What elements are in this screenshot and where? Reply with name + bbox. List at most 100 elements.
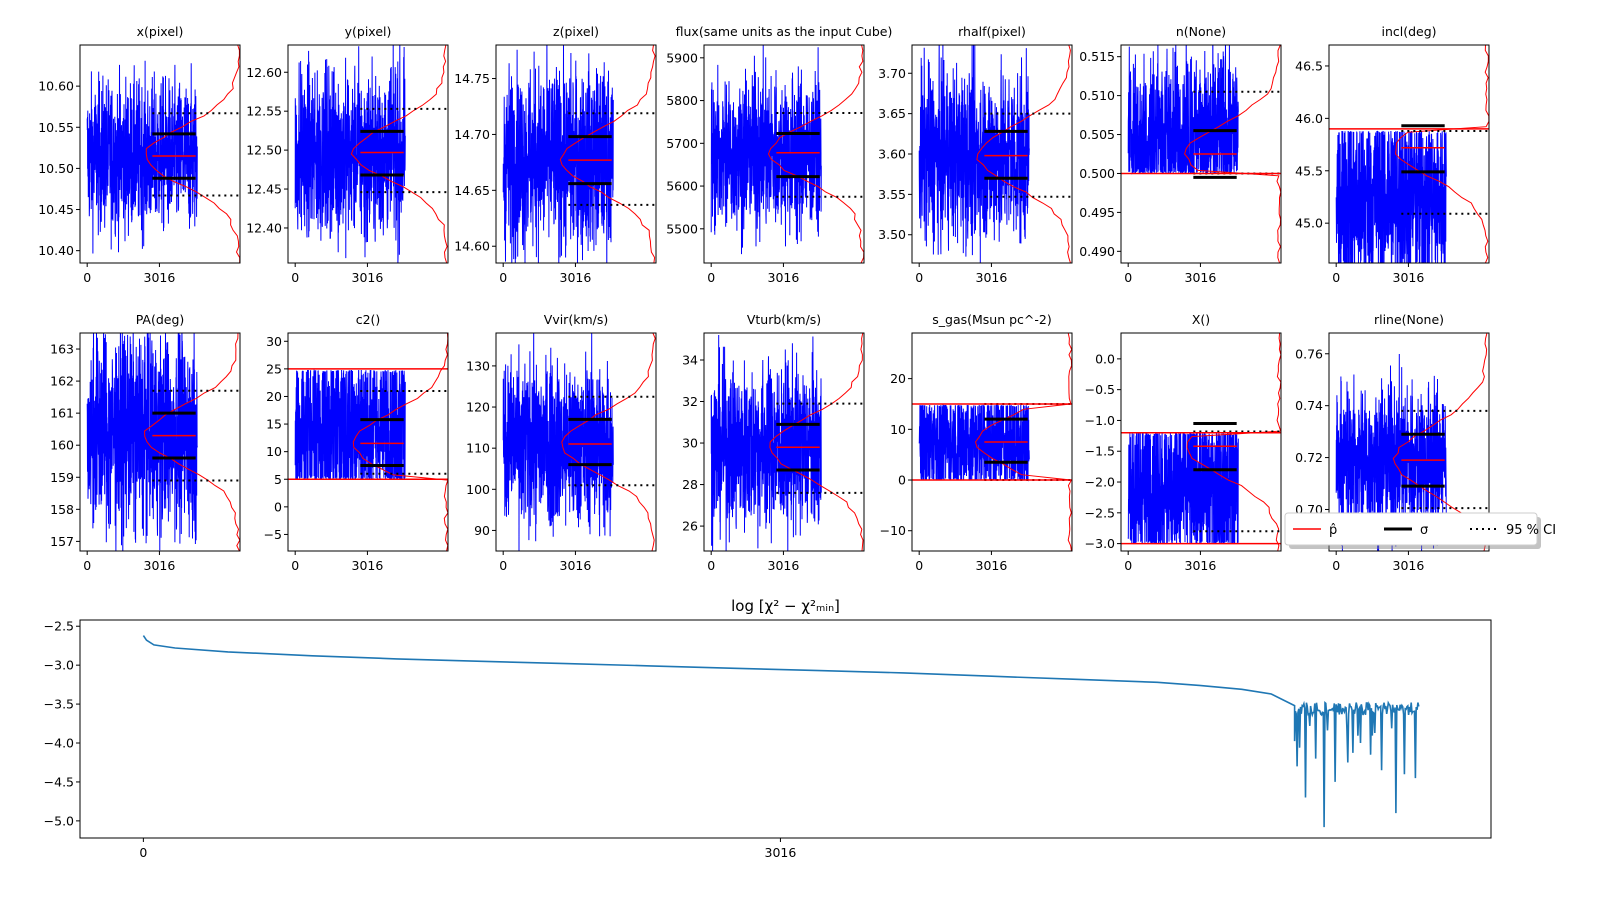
axes-frame [79, 44, 241, 264]
axes-frame [287, 332, 449, 552]
plot-area [294, 45, 448, 263]
y-tick-label: 0.490 [1079, 244, 1115, 259]
plot-area [710, 333, 864, 551]
y-tick-label: −2.5 [44, 619, 74, 634]
posterior-histogram [1186, 333, 1281, 551]
y-tick-label: 32 [682, 394, 698, 409]
subplot-6: incl(deg) 45.0 45.5 46.0 46.5 0 3016 [1295, 24, 1490, 285]
y-tick-label: 157 [50, 534, 74, 549]
x-tick-label: 3016 [144, 558, 176, 573]
y-tick-label: 158 [50, 502, 74, 517]
x-tick-label: 0 [1332, 558, 1340, 573]
axes-frame [287, 44, 449, 264]
subplot-title: rhalf(pixel) [958, 24, 1026, 39]
plot-area [912, 333, 1072, 551]
y-tick-label: 20 [266, 389, 282, 404]
y-tick-label: 120 [466, 400, 490, 415]
y-tick-label: 0.72 [1295, 450, 1323, 465]
subplot-title: y(pixel) [345, 24, 392, 39]
subplot-9: Vvir(km/s) 90 100 110 120 130 0 3016 [466, 312, 657, 573]
y-tick-label: 3.65 [878, 106, 906, 121]
y-tick-label: 14.70 [454, 127, 490, 142]
y-tick-label: 30 [266, 334, 282, 349]
x-tick-label: 3016 [976, 270, 1008, 285]
trace-line [710, 45, 822, 255]
trace-line [86, 60, 198, 254]
trace-line [918, 403, 1030, 482]
y-tick-label: −3.0 [44, 658, 74, 673]
y-tick-label: 3.60 [878, 147, 906, 162]
plot-area [1329, 45, 1489, 263]
subplot-title: x(pixel) [137, 24, 184, 39]
trace-line [1335, 353, 1447, 551]
y-tick-label: −5 [264, 527, 282, 542]
y-tick-label: −1.5 [1085, 444, 1115, 459]
plot-area [1121, 45, 1281, 263]
y-tick-label: 0.74 [1295, 398, 1323, 413]
y-tick-label: 10 [890, 422, 906, 437]
y-tick-label: 12.40 [246, 220, 282, 235]
y-tick-label: 15 [266, 417, 282, 432]
y-tick-label: 90 [474, 523, 490, 538]
y-tick-label: 162 [50, 374, 74, 389]
x-tick-label: 3016 [144, 270, 176, 285]
x-tick-label: 0 [291, 270, 299, 285]
y-tick-label: 3.70 [878, 66, 906, 81]
y-tick-label: −1.0 [1085, 413, 1115, 428]
y-tick-label: 12.45 [246, 182, 282, 197]
y-tick-label: 0.510 [1079, 88, 1115, 103]
y-tick-label: 100 [466, 482, 490, 497]
x-tick-label: 3016 [768, 270, 800, 285]
x-tick-label: 0 [83, 270, 91, 285]
trace-line [294, 369, 406, 480]
y-tick-label: 14.60 [454, 239, 490, 254]
y-tick-label: −0.5 [1085, 382, 1115, 397]
x-tick-label: 0 [83, 558, 91, 573]
y-tick-label: 20 [890, 371, 906, 386]
y-tick-label: 45.0 [1295, 216, 1323, 231]
posterior-histogram [143, 333, 240, 551]
y-tick-label: 0 [898, 473, 906, 488]
subplot-0: x(pixel) 10.40 10.45 10.50 10.55 10.60 0 3016 [38, 24, 241, 285]
trace-line [294, 45, 406, 263]
y-tick-label: 12.60 [246, 65, 282, 80]
y-tick-label: 0.495 [1079, 205, 1115, 220]
x-tick-label: 3016 [560, 558, 592, 573]
y-tick-label: −2.5 [1085, 505, 1115, 520]
axes-frame [79, 619, 1492, 839]
y-tick-label: 46.5 [1295, 58, 1323, 73]
y-tick-label: −2.0 [1085, 475, 1115, 490]
legend: p̂ σ 95 % CI [1284, 512, 1556, 549]
y-tick-label: 3.50 [878, 227, 906, 242]
x-tick-label: 3016 [352, 558, 384, 573]
y-tick-label: 5800 [666, 93, 698, 108]
subplot-4: rhalf(pixel) 3.50 3.55 3.60 3.65 3.70 0 3016 [878, 24, 1073, 285]
y-tick-label: 30 [682, 436, 698, 451]
posterior-histogram [559, 45, 656, 263]
y-tick-label: 10.55 [38, 120, 74, 135]
subplot-5: n(None) 0.490 0.495 0.500 0.505 0.510 0.515 0 30… [1079, 24, 1282, 285]
trace-line [1127, 45, 1239, 175]
posterior-histogram [561, 333, 656, 551]
posterior-histogram [1184, 45, 1281, 263]
y-tick-label: 45.5 [1295, 163, 1323, 178]
legend-label: σ [1420, 523, 1428, 538]
y-tick-label: 10.60 [38, 79, 74, 94]
x-tick-label: 0 [707, 270, 715, 285]
y-tick-label: 10.40 [38, 243, 74, 258]
y-tick-label: 0.505 [1079, 127, 1115, 142]
x-tick-label: 3016 [560, 270, 592, 285]
x-tick-label: 0 [915, 558, 923, 573]
subplot-12: X() −3.0 −2.5 −2.0 −1.5 −1.0 −0.5 0.0 0 3016 [1085, 312, 1282, 573]
axes-frame [495, 332, 657, 552]
subplot-title: Vvir(km/s) [544, 312, 608, 327]
y-tick-label: 14.65 [454, 183, 490, 198]
axes-frame [1328, 44, 1490, 264]
subplot-title: incl(deg) [1381, 24, 1436, 39]
axes-frame [1120, 44, 1282, 264]
axes-frame [495, 44, 657, 264]
subplot-title: Vturb(km/s) [747, 312, 821, 327]
y-tick-label: 5500 [666, 221, 698, 236]
y-tick-label: 28 [682, 477, 698, 492]
